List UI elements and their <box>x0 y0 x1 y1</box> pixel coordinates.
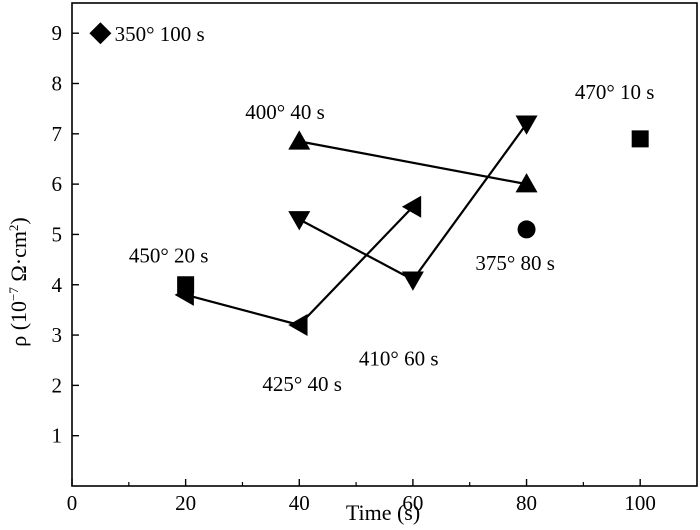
annotation-label: 450° 20 s <box>129 244 209 268</box>
x-tick-label: 40 <box>289 491 310 515</box>
connector-lines <box>185 123 528 327</box>
x-tick-label: 80 <box>516 491 537 515</box>
annotation-label: 410° 60 s <box>359 347 439 371</box>
plot-frame <box>71 2 698 487</box>
annotation-label: 470° 10 s <box>575 80 655 104</box>
x-axis-title: Time (s) <box>346 500 420 525</box>
x-tick-label: 100 <box>624 491 656 515</box>
connector-line <box>412 123 528 281</box>
annotation-label: 425° 40 s <box>262 372 342 396</box>
data-point-triangle-down <box>515 115 538 135</box>
connector-line <box>298 206 414 326</box>
axis-ticks: 0 20 40 60 80 100 1 2 3 4 5 6 7 8 9 <box>52 21 656 515</box>
y-tick-label: 7 <box>52 122 63 146</box>
data-point-triangle-left <box>288 314 308 336</box>
y-tick-label: 1 <box>52 424 63 448</box>
annotation-label: 375° 80 s <box>475 251 555 275</box>
annotation-label: 350° 100 s <box>115 22 205 46</box>
connector-line <box>185 293 300 327</box>
x-tick-label: 60 <box>402 491 423 515</box>
plot-border <box>71 2 698 487</box>
data-point-triangle-left <box>401 195 422 218</box>
x-tick-label: 0 <box>67 491 78 515</box>
data-point-triangle-down <box>401 271 424 291</box>
connector-line <box>299 140 527 186</box>
data-point-triangle-up <box>515 173 538 193</box>
data-points <box>89 22 649 336</box>
data-point-square <box>631 130 649 148</box>
y-axis-title-main: ρ (10 <box>6 301 31 347</box>
y-tick-label: 5 <box>52 222 63 246</box>
data-point-circle <box>517 220 536 239</box>
y-tick-label: 4 <box>52 273 63 297</box>
y-axis-title: ρ (10−7 Ω·cm2) <box>6 217 31 347</box>
y-tick-label: 3 <box>52 323 63 347</box>
y-tick-label: 9 <box>52 21 63 45</box>
y-axis-title-unit: Ω·cm <box>6 231 31 287</box>
data-point-triangle-up <box>288 130 311 150</box>
y-tick-label: 6 <box>52 172 63 196</box>
x-tick-label: 20 <box>175 491 196 515</box>
data-point-diamond <box>89 22 112 45</box>
y-axis-title-close: ) <box>6 217 31 224</box>
annotations: 350° 100 s 400° 40 s 470° 10 s 450° 20 s 375… <box>115 22 655 396</box>
annotation-label: 400° 40 s <box>245 100 325 124</box>
y-axis-title-unit-power: 2 <box>6 225 21 232</box>
y-tick-label: 2 <box>52 373 63 397</box>
y-tick-label: 8 <box>52 72 63 96</box>
y-axis-title-exponent: −7 <box>6 287 21 301</box>
data-point-square <box>177 276 195 294</box>
connector-line <box>298 218 414 281</box>
data-point-triangle-down <box>288 211 311 231</box>
